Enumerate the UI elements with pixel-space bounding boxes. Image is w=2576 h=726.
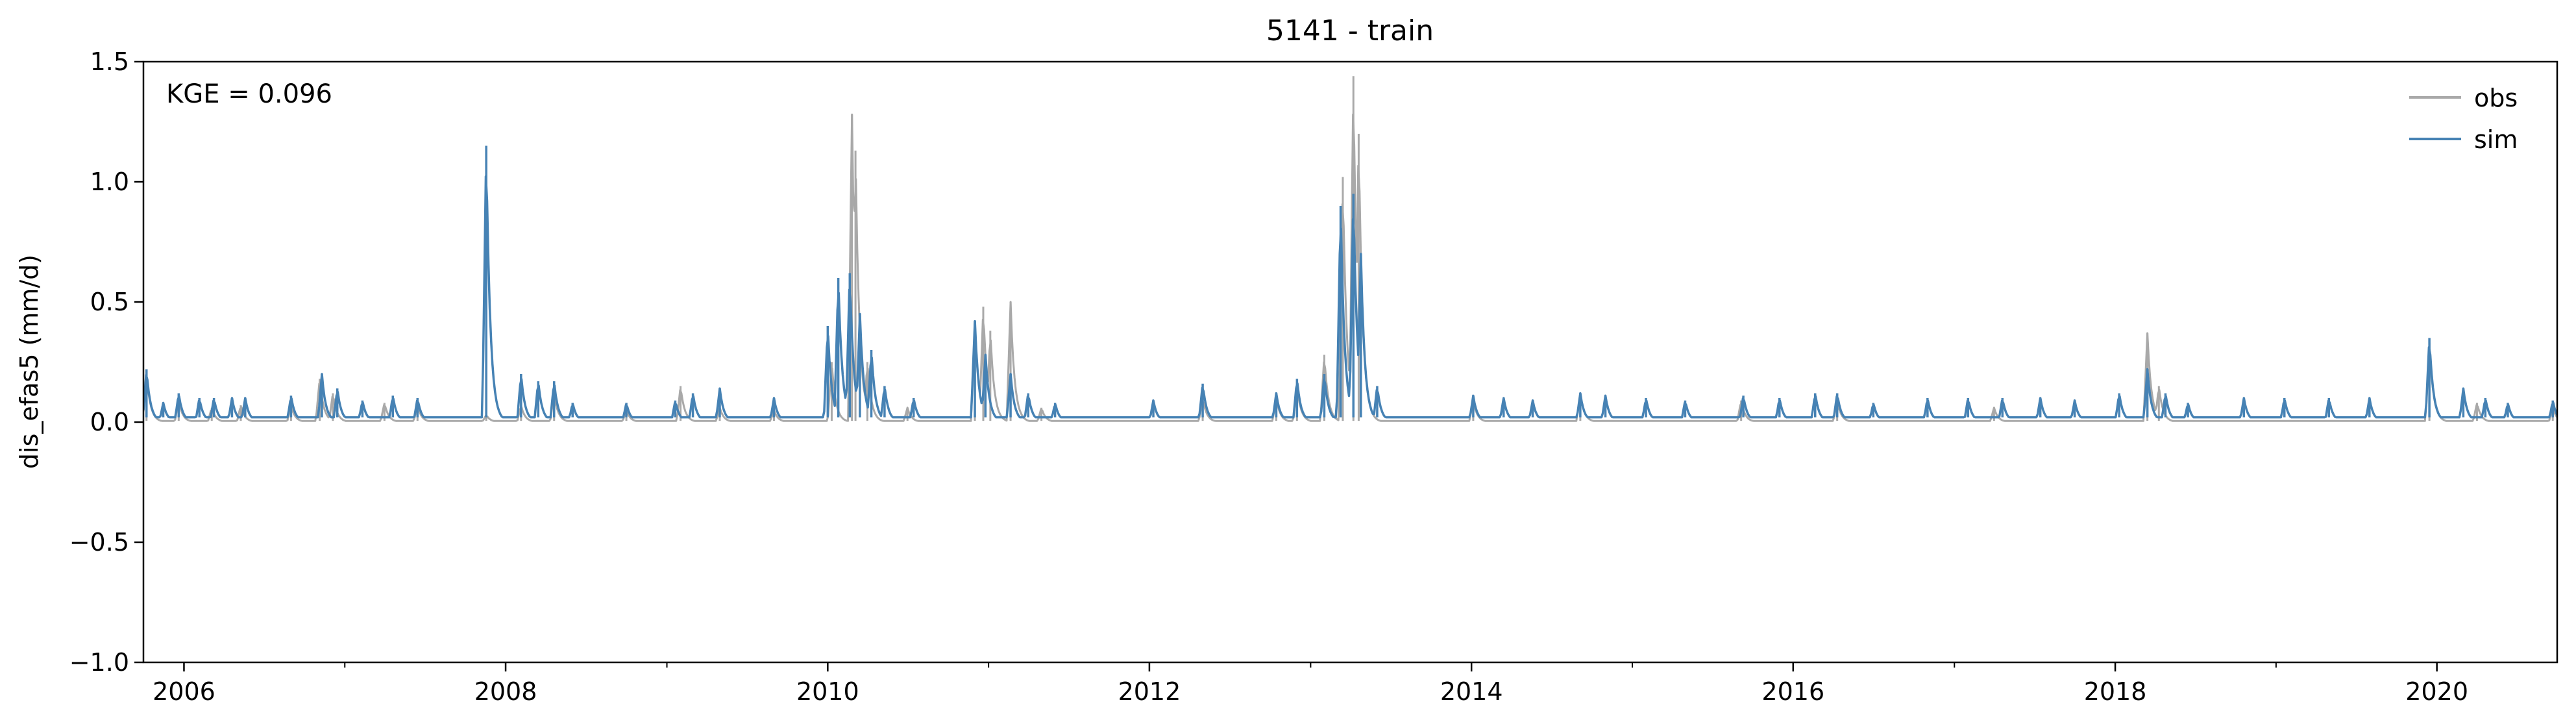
- x-tick-label: 2006: [153, 677, 215, 706]
- y-tick-label: 0.5: [90, 288, 129, 316]
- kge-annotation: KGE = 0.096: [166, 79, 332, 109]
- x-tick-label: 2018: [2084, 677, 2147, 706]
- x-tick-label: 2012: [1118, 677, 1181, 706]
- x-tick-label: 2014: [1440, 677, 1503, 706]
- x-tick-label: 2016: [1761, 677, 1824, 706]
- legend-label-sim: sim: [2474, 125, 2518, 154]
- y-tick-label: −1.0: [69, 648, 129, 677]
- y-axis: −1.0 −0.5 0.0 0.5 1.0 1.5: [69, 47, 143, 677]
- y-tick-label: −0.5: [69, 528, 129, 557]
- legend-label-obs: obs: [2474, 84, 2518, 112]
- y-tick-label: 1.5: [90, 47, 129, 76]
- y-axis-label: dis_efas5 (mm/d): [15, 255, 43, 469]
- y-tick-label: 1.0: [90, 168, 129, 196]
- x-tick-label: 2010: [796, 677, 859, 706]
- plot-frame: [142, 60, 2558, 664]
- series-line-sim: [143, 175, 2557, 419]
- legend: obs sim: [2409, 84, 2518, 154]
- y-tick-label: 0.0: [90, 408, 129, 436]
- x-tick-label: 2020: [2405, 677, 2468, 706]
- chart-title: 5141 - train: [1266, 14, 1434, 47]
- series-layer: [143, 76, 2557, 422]
- x-axis: 2006 2008 2010 2012 2014 2016 2018 2020: [153, 662, 2468, 706]
- x-tick-label: 2008: [474, 677, 537, 706]
